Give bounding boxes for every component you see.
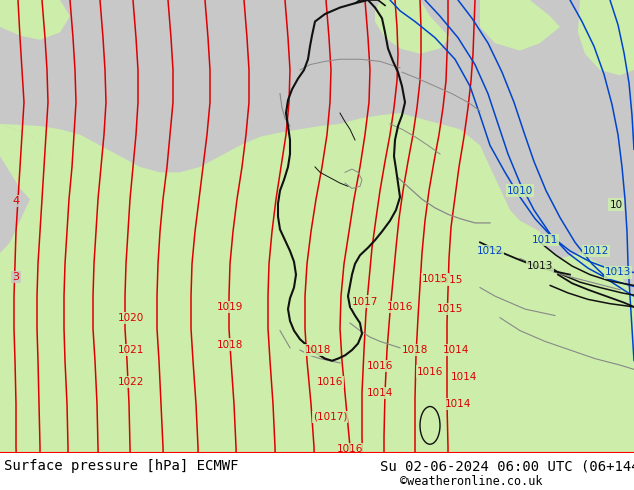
Text: 1017: 1017: [352, 296, 378, 307]
Text: 1018: 1018: [217, 340, 243, 350]
Text: 1014: 1014: [367, 388, 393, 398]
Text: 1013: 1013: [605, 268, 631, 277]
Text: 1012: 1012: [583, 246, 609, 256]
Text: 1013: 1013: [527, 261, 553, 271]
Text: 1020: 1020: [118, 313, 144, 323]
Text: 1018: 1018: [305, 345, 331, 355]
Text: 1012: 1012: [477, 246, 503, 256]
Text: 1010: 1010: [507, 186, 533, 196]
Text: 1018: 1018: [402, 345, 428, 355]
Text: 1016: 1016: [417, 367, 443, 376]
Polygon shape: [578, 0, 634, 75]
Text: (1017): (1017): [313, 412, 347, 422]
Text: 1016: 1016: [367, 361, 393, 371]
Text: 1022: 1022: [118, 377, 144, 387]
Text: 10: 10: [609, 199, 623, 210]
Text: 1019: 1019: [217, 302, 243, 312]
Text: 3: 3: [13, 272, 20, 282]
Text: 1014: 1014: [451, 372, 477, 382]
Text: 1015: 1015: [437, 304, 463, 314]
Polygon shape: [0, 0, 90, 232]
Text: 1015: 1015: [422, 274, 448, 284]
Text: Surface pressure [hPa] ECMWF: Surface pressure [hPa] ECMWF: [4, 459, 238, 473]
Polygon shape: [0, 113, 634, 490]
Text: 1016: 1016: [387, 302, 413, 312]
Text: ©weatheronline.co.uk: ©weatheronline.co.uk: [400, 475, 543, 488]
Text: Su 02-06-2024 06:00 UTC (06+144): Su 02-06-2024 06:00 UTC (06+144): [380, 459, 634, 473]
Text: 1016: 1016: [317, 377, 343, 387]
Text: 1011: 1011: [532, 235, 558, 245]
Text: 1014: 1014: [443, 345, 469, 355]
Text: 4: 4: [13, 196, 20, 206]
Text: 1021: 1021: [118, 345, 144, 355]
Text: 1014: 1014: [445, 399, 471, 409]
Text: 1016: 1016: [337, 444, 363, 454]
Polygon shape: [480, 0, 560, 50]
Polygon shape: [0, 0, 70, 40]
Bar: [0, 453, 634, 490]
Polygon shape: [375, 0, 450, 54]
Text: 1015: 1015: [437, 275, 463, 285]
